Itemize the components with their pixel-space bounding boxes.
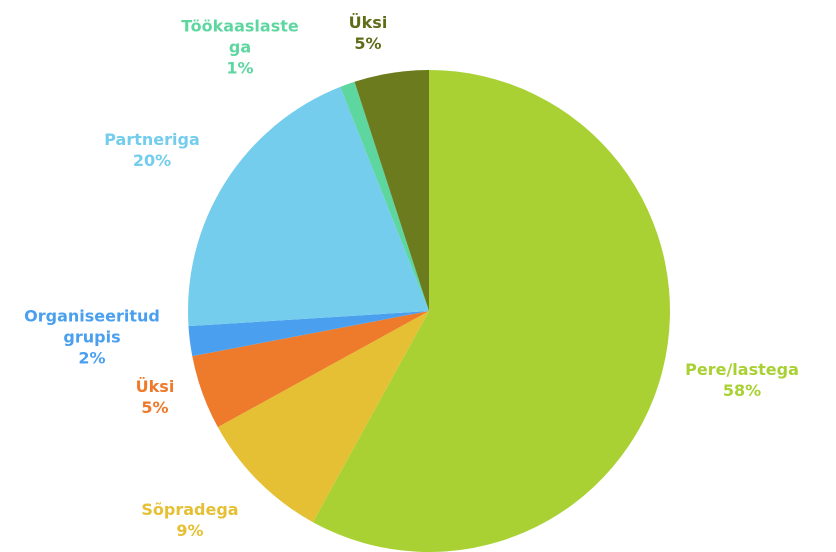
category-label: Töökaaslastega [181,16,299,57]
value-label: 5% [141,398,169,417]
slice-label: Sõpradega 9% [120,499,260,541]
pie-slice [188,86,429,327]
slice-label: Pere/lastega 58% [672,359,812,401]
category-label: Partneriga [104,130,200,149]
value-label: 5% [354,34,382,53]
value-label: 1% [226,58,254,78]
category-label: Üksi [348,13,388,32]
pie-slice [340,81,429,311]
category-label: Pere/lastega [685,360,799,379]
slice-label: Organiseeritud grupis 2% [17,306,167,369]
slice-label: Partneriga 20% [82,129,222,171]
slice-label: Üksi 5% [115,376,195,418]
slice-label: Üksi 5% [328,12,408,54]
category-label: Sõpradega [141,500,239,519]
value-label: 2% [78,348,106,368]
pie-slice [354,70,429,311]
value-label: 58% [722,381,762,400]
pie-slice [188,311,429,357]
category-label: Üksi [135,377,175,396]
pie-slice [312,70,671,552]
category-label: Organiseeritud grupis [24,306,160,347]
pie-slice [192,311,429,428]
slice-label: Töökaaslastega 1% [176,16,304,79]
value-label: 9% [176,521,204,540]
pie-slice [217,311,429,523]
value-label: 20% [132,151,172,170]
